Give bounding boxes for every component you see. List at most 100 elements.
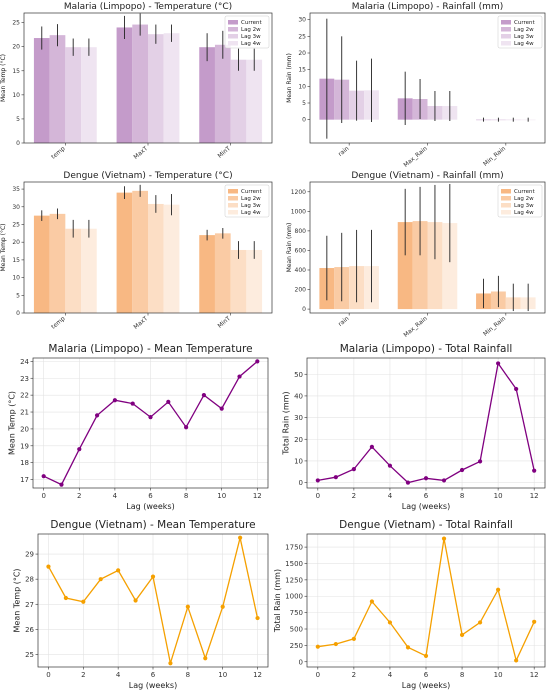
x-tick-label: MaxT (132, 145, 149, 161)
x-tick-label: MaxT (132, 315, 149, 331)
y-tick-label: 0 (302, 117, 306, 124)
data-point (59, 482, 64, 487)
chart-title: Dengue (Vietnam) - Rainfall (mm) (351, 171, 503, 181)
bar (214, 233, 231, 313)
data-point (441, 536, 447, 541)
y-tick-label: 750 (290, 609, 303, 617)
y-tick-label: 1500 (285, 560, 303, 568)
legend-swatch (501, 189, 511, 194)
legend-label: Lag 4w (241, 41, 261, 47)
legend-label: Lag 2w (514, 27, 534, 33)
chart-p1: Malaria (Limpopo) - Temperature (°C) 0 5 10… (0, 2, 273, 161)
data-point (477, 620, 483, 625)
data-point (514, 658, 519, 663)
y-tick-label: 20 (294, 436, 303, 444)
chart-p7: Dengue (Vietnam) - Mean Temperature 0 2 4 6 8… (12, 519, 269, 690)
y-tick-label: 0 (16, 140, 20, 147)
y-tick-label: 18 (20, 459, 29, 467)
y-axis-label: Total Rain (mm) (273, 569, 282, 633)
chart-title: Malaria (Limpopo) - Mean Temperature (48, 343, 252, 355)
y-tick-label: 26 (25, 626, 34, 634)
y-tick-label: 25 (298, 33, 306, 40)
y-tick-label: 10 (298, 83, 306, 90)
bar (81, 228, 97, 313)
bar (132, 190, 148, 313)
legend-label: Lag 4w (241, 210, 261, 216)
bar (199, 47, 215, 144)
x-tick-label: 12 (253, 671, 262, 679)
x-tick-label: 8 (460, 492, 464, 500)
x-tick-label: 8 (460, 671, 464, 679)
chart-p6: Malaria (Limpopo) - Total Rainfall 0 2 4 6 8 1… (281, 343, 546, 511)
data-point (387, 463, 393, 468)
data-point (387, 620, 393, 625)
chart-title: Dengue (Vietnam) - Temperature (°C) (63, 171, 232, 181)
y-tick-label: 15 (12, 68, 20, 75)
data-point (201, 393, 207, 398)
x-axis-label: Lag (weeks) (129, 681, 177, 690)
y-tick-label: 5 (16, 292, 20, 299)
data-point (255, 359, 260, 364)
x-tick-label: Min_Rain (482, 315, 507, 338)
x-tick-label: 0 (46, 671, 50, 679)
y-tick-label: 28 (25, 576, 34, 584)
legend-label: Lag 3w (241, 203, 261, 209)
y-tick-label: 23 (20, 375, 29, 383)
legend-swatch (228, 189, 238, 194)
x-tick-label: 2 (352, 671, 356, 679)
x-tick-label: 2 (77, 492, 81, 500)
data-point (423, 653, 429, 658)
data-point (219, 406, 224, 411)
data-point (496, 587, 501, 592)
plot-frame (32, 357, 269, 489)
plot-frame (37, 533, 269, 668)
legend-swatch (501, 41, 511, 46)
data-point (315, 478, 320, 483)
y-tick-label: 0 (299, 479, 303, 487)
x-axis-label: Lag (weeks) (126, 502, 174, 511)
data-point (496, 361, 501, 366)
data-point (184, 425, 189, 430)
x-tick-label: 2 (81, 671, 85, 679)
y-tick-label: 22 (20, 392, 29, 400)
bar (132, 24, 148, 143)
y-tick-label: 25 (12, 221, 20, 228)
bar (230, 249, 247, 313)
x-tick-label: MinT (216, 315, 232, 330)
bar (246, 59, 263, 143)
x-tick-label: temp (50, 315, 67, 331)
data-point (351, 636, 356, 641)
legend-swatch (501, 20, 511, 25)
data-point (459, 632, 465, 637)
data-point (369, 444, 375, 449)
x-tick-label: Min_Rain (482, 145, 507, 168)
legend-label: Lag 2w (241, 196, 261, 202)
y-axis-label: Mean Temp (°C) (7, 391, 16, 455)
chart-title: Dengue (Vietnam) - Total Rainfall (339, 519, 513, 531)
x-tick-label: 0 (316, 671, 320, 679)
bar (412, 221, 428, 310)
y-tick-label: 500 (290, 626, 303, 634)
data-point (532, 619, 537, 624)
y-tick-label: 20 (12, 44, 20, 51)
x-tick-label: 12 (253, 492, 262, 500)
bar (199, 235, 215, 313)
data-point (237, 374, 242, 379)
x-tick-label: 10 (217, 492, 226, 500)
x-tick-label: 6 (148, 492, 153, 500)
legend-swatch (228, 210, 238, 215)
chart-title: Malaria (Limpopo) - Total Rainfall (340, 343, 513, 355)
legend-swatch (228, 203, 238, 208)
bar (397, 222, 413, 310)
data-point (203, 656, 208, 661)
x-tick-label: 8 (186, 671, 190, 679)
x-tick-label: MinT (216, 145, 232, 160)
x-tick-label: 6 (424, 492, 429, 500)
y-tick-label: 400 (295, 267, 307, 274)
bar (148, 203, 164, 313)
x-tick-label: rain (337, 145, 351, 158)
legend-swatch (501, 203, 511, 208)
y-tick-label: 10 (12, 275, 20, 282)
y-tick-label: 10 (12, 92, 20, 99)
bar (65, 47, 82, 144)
